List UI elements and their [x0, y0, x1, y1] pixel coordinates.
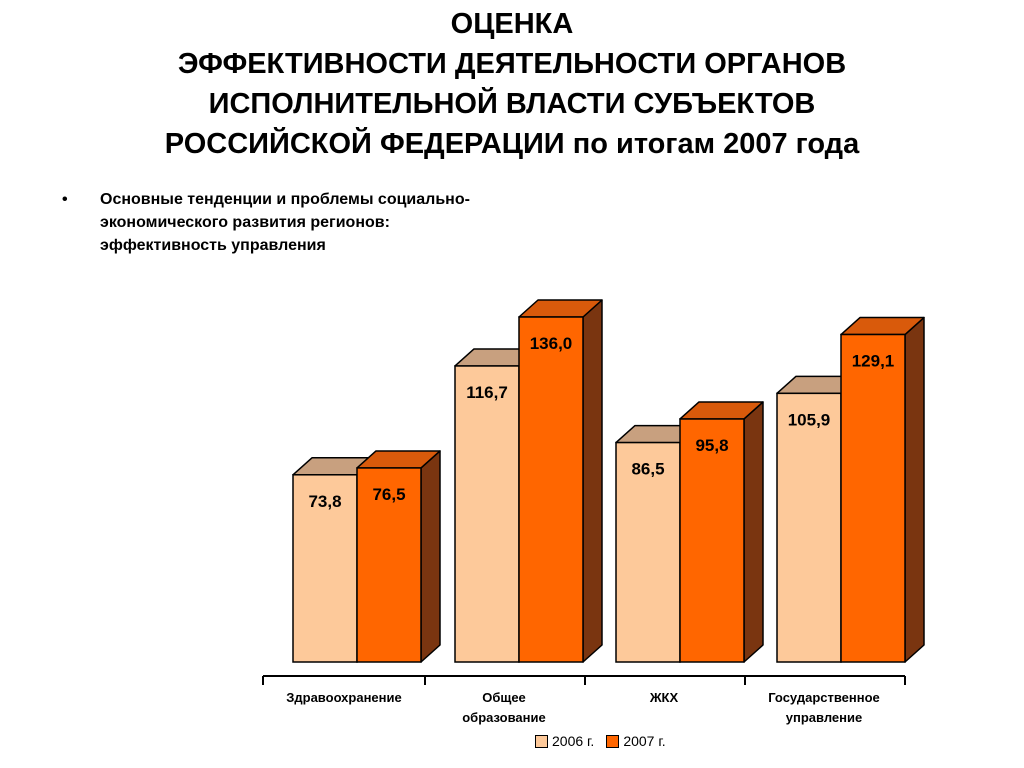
bar	[776, 392, 842, 663]
legend-item-2007: 2007 г.	[606, 733, 666, 749]
legend-swatch-2007	[606, 734, 620, 748]
data-label: 129,1	[852, 352, 895, 371]
category-label-line: образование	[462, 710, 546, 725]
bar	[615, 441, 681, 663]
data-label: 95,8	[695, 436, 728, 455]
bar-side	[420, 450, 441, 663]
data-label: 76,5	[372, 485, 405, 504]
title-line-3: ИСПОЛНИТЕЛЬНОЙ ВЛАСТИ СУБЪЕКТОВ	[208, 88, 816, 120]
legend-swatch-2006	[535, 734, 548, 748]
bar-side	[582, 299, 603, 663]
bar	[356, 467, 422, 663]
category-label: Общее образование	[419, 688, 589, 728]
data-label: 86,5	[631, 460, 664, 479]
chart-legend: 2006 г. 2007 г.	[535, 733, 672, 749]
category-label-line: управление	[785, 710, 863, 725]
category-label-line: Общее	[482, 690, 526, 705]
title-line-4-main: РОССИЙСКОЙ ФЕДЕРАЦИИ	[164, 128, 565, 160]
title-line-4: РОССИЙСКОЙ ФЕДЕРАЦИИ по итогам 2007 года	[0, 124, 1024, 164]
data-label: 73,8	[308, 492, 341, 511]
category-label: Здравоохранение	[259, 688, 429, 708]
legend-label-2007: 2007 г.	[623, 733, 666, 749]
legend-label-2006: 2006 г.	[552, 733, 595, 749]
data-label: 105,9	[788, 410, 831, 429]
bar	[840, 333, 906, 663]
bar-side	[743, 401, 764, 663]
bullet-text: Основные тенденции и проблемы социально-…	[100, 191, 470, 254]
category-label: ЖКХ	[579, 688, 749, 708]
category-label: Государственное управление	[739, 688, 909, 728]
data-label: 136,0	[530, 334, 573, 353]
bar	[454, 365, 520, 663]
bar	[679, 418, 745, 663]
title-line-1: ОЦЕНКА	[450, 8, 574, 40]
page-title: ОЦЕНКА ЭФФЕКТИВНОСТИ ДЕЯТЕЛЬНОСТИ ОРГАНО…	[0, 4, 1024, 164]
data-label: 116,7	[466, 383, 508, 402]
category-label-line: Здравоохранение	[286, 690, 402, 705]
title-line-2: ЭФФЕКТИВНОСТИ ДЕЯТЕЛЬНОСТИ ОРГАНОВ	[177, 48, 847, 80]
bar-side	[904, 316, 925, 663]
bullet-marker: •	[62, 191, 68, 208]
legend-item-2006: 2006 г.	[535, 733, 594, 749]
bar	[518, 316, 584, 663]
category-label-line: ЖКХ	[649, 690, 679, 705]
category-label-line: Государственное	[768, 690, 880, 705]
bar	[292, 474, 358, 663]
title-line-4-suffix: по итогам 2007 года	[572, 128, 860, 160]
